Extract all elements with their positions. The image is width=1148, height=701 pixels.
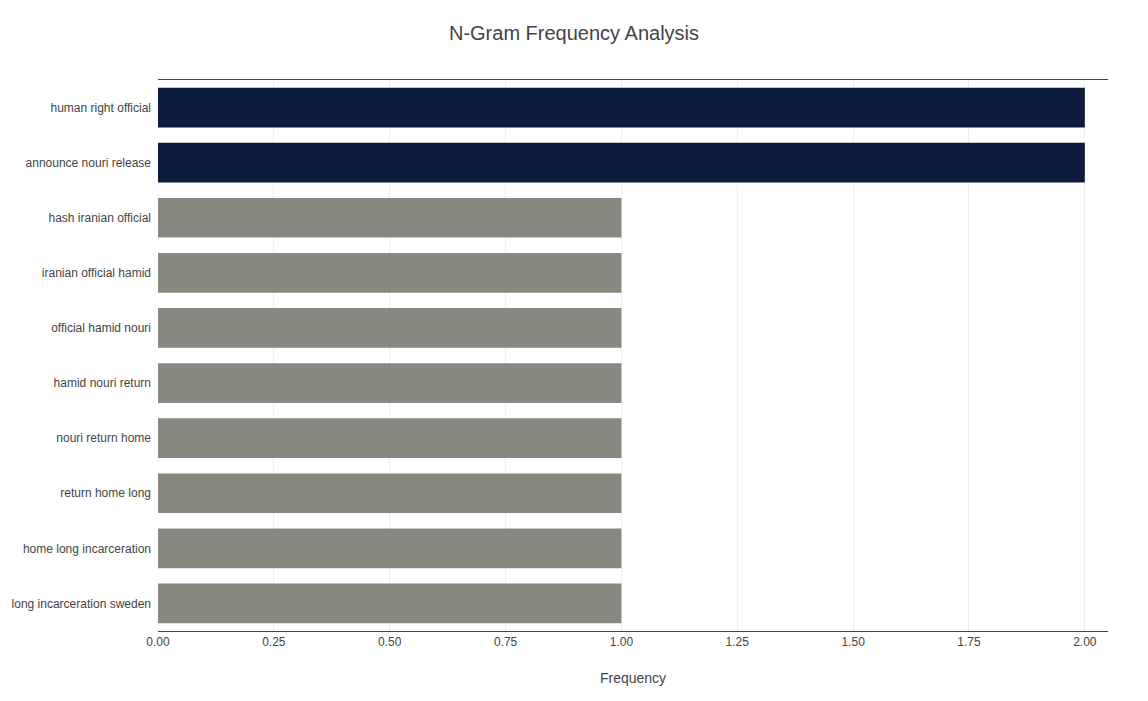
svg-text:0.00: 0.00 [146, 635, 170, 649]
svg-text:1.00: 1.00 [610, 635, 634, 649]
svg-text:1.50: 1.50 [841, 635, 865, 649]
svg-text:announce nouri release: announce nouri release [26, 156, 152, 170]
svg-text:0.75: 0.75 [494, 635, 518, 649]
svg-text:hamid nouri return: hamid nouri return [54, 376, 151, 390]
svg-text:iranian official hamid: iranian official hamid [42, 266, 151, 280]
svg-text:0.25: 0.25 [262, 635, 286, 649]
svg-text:1.25: 1.25 [726, 635, 750, 649]
svg-text:N-Gram Frequency Analysis: N-Gram Frequency Analysis [449, 22, 699, 44]
svg-text:human right official: human right official [51, 101, 152, 115]
svg-text:home long incarceration: home long incarceration [23, 542, 151, 556]
svg-text:return home long: return home long [60, 486, 151, 500]
svg-text:hash iranian official: hash iranian official [48, 211, 151, 225]
svg-text:official hamid nouri: official hamid nouri [51, 321, 151, 335]
svg-text:long incarceration sweden: long incarceration sweden [12, 597, 151, 611]
svg-text:nouri return home: nouri return home [56, 431, 151, 445]
svg-text:Frequency: Frequency [600, 670, 666, 686]
svg-text:1.75: 1.75 [957, 635, 981, 649]
svg-text:2.00: 2.00 [1073, 635, 1097, 649]
svg-text:0.50: 0.50 [378, 635, 402, 649]
